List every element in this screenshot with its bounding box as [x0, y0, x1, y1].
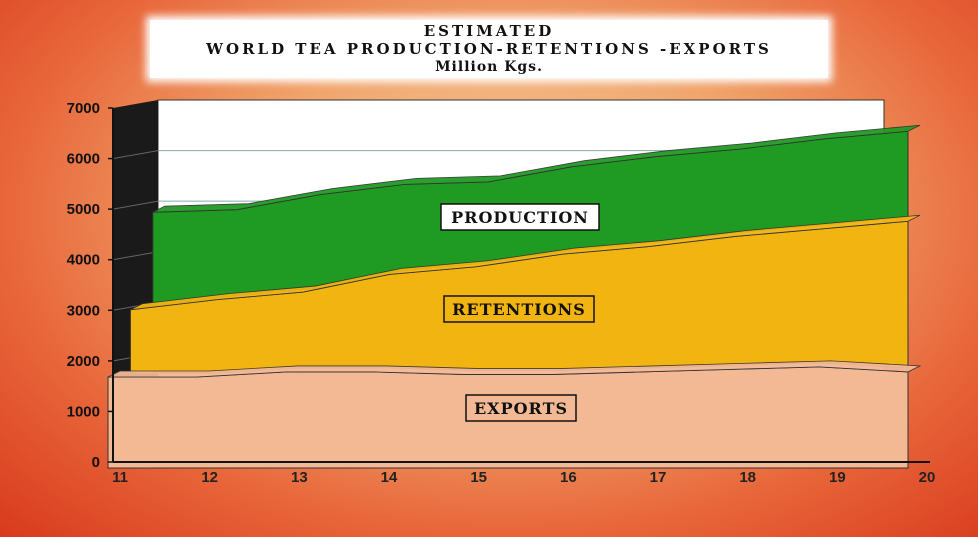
x-tick-label: 14 — [381, 469, 398, 486]
x-tick-label: 12 — [201, 469, 218, 486]
y-tick-label: 0 — [92, 454, 100, 471]
side-gridline — [112, 150, 159, 160]
x-tick-label: 13 — [291, 469, 308, 486]
y-axis-ticks: 0 1000 2000 3000 4000 5000 6000 7000 — [67, 100, 113, 471]
side-gridline — [112, 200, 159, 210]
x-tick-label: 20 — [919, 469, 936, 486]
label-production-box: PRODUCTION — [440, 203, 600, 231]
y-tick-label: 5000 — [67, 201, 100, 218]
label-exports: EXPORTS — [474, 399, 568, 418]
x-tick-label: 18 — [739, 469, 756, 486]
area-ridge-exports — [107, 360, 922, 378]
y-tick-label: 6000 — [67, 151, 100, 168]
chart-title-line1: ESTIMATED — [423, 22, 555, 40]
y-tick-label: 7000 — [67, 100, 100, 117]
y-tick-label: 2000 — [67, 353, 100, 370]
x-tick-label: 11 — [112, 469, 128, 486]
chart-title-box: ESTIMATED WORLD TEA PRODUCTION-RETENTION… — [150, 20, 828, 78]
x-tick-label: 19 — [829, 469, 846, 486]
chart-units-label: Million Kgs. — [435, 59, 543, 75]
label-retentions-box: RETENTIONS — [443, 295, 595, 323]
label-retentions: RETENTIONS — [452, 300, 586, 319]
x-tick-label: 17 — [650, 469, 667, 486]
label-production: PRODUCTION — [451, 208, 589, 227]
chart-title-line2: WORLD TEA PRODUCTION-RETENTIONS -EXPORTS — [206, 40, 772, 58]
x-tick-label: 16 — [560, 469, 577, 486]
area-ridge-retentions — [130, 214, 921, 311]
y-tick-label: 3000 — [67, 302, 100, 319]
x-tick-label: 15 — [470, 469, 487, 486]
area-ridge-production — [152, 124, 921, 213]
side-gridline — [112, 251, 159, 261]
y-tick-label: 4000 — [67, 252, 100, 269]
y-tick-label: 1000 — [67, 403, 100, 420]
x-axis-ticks: 11 12 13 14 15 16 17 18 19 20 — [112, 469, 935, 486]
label-exports-box: EXPORTS — [465, 394, 577, 422]
